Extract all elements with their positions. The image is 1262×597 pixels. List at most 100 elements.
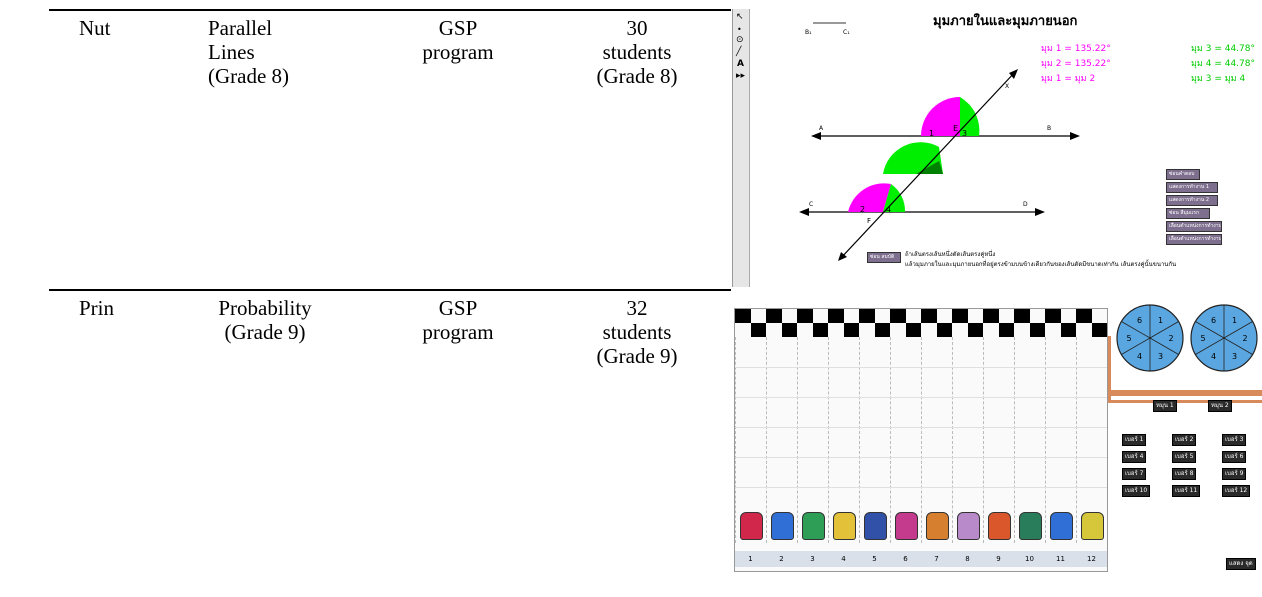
spinner-number: 4 <box>1211 352 1216 361</box>
finish-line-square <box>1091 323 1107 337</box>
race-car-icon[interactable] <box>833 512 856 540</box>
lane-number: 10 <box>1014 551 1045 567</box>
point-label-c: C <box>809 201 814 208</box>
horse-number-button[interactable]: เบอร์ 2 <box>1172 434 1197 446</box>
finish-line-square <box>1060 323 1076 337</box>
horse-number-button[interactable]: เบอร์ 7 <box>1122 468 1147 480</box>
track-line <box>735 397 1107 398</box>
finish-line-square <box>1029 323 1045 337</box>
spinner-2[interactable]: 123 456 <box>1190 304 1258 372</box>
tool-cell: GSP program <box>422 296 494 344</box>
track-line <box>735 367 1107 368</box>
angle-wedge-f-left <box>848 183 891 212</box>
show-points-button[interactable]: แสดง จุด <box>1226 558 1256 570</box>
spinner-number: 6 <box>1211 316 1216 325</box>
finish-line-square <box>781 323 797 337</box>
race-car-icon[interactable] <box>895 512 918 540</box>
finish-line-square <box>936 323 952 337</box>
lane-number: 7 <box>921 551 952 567</box>
finish-line-square <box>998 323 1014 337</box>
move-step-2-button[interactable]: เลื่อนตำแหน่งการทำงาน 2 <box>1166 234 1222 245</box>
line-tool-icon[interactable]: ╱ <box>736 47 742 57</box>
horse-number-button[interactable]: เบอร์ 12 <box>1222 485 1251 497</box>
lane-divider <box>952 337 953 543</box>
horse-number-button[interactable]: เบอร์ 9 <box>1222 468 1247 480</box>
spin-1-button[interactable]: หมุน 1 <box>1153 400 1177 412</box>
finish-line-square <box>905 323 921 337</box>
horse-number-button[interactable]: เบอร์ 8 <box>1172 468 1197 480</box>
finish-line-square <box>812 323 828 337</box>
lane-divider <box>890 337 891 543</box>
lane-number: 5 <box>859 551 890 567</box>
angle-measures-right: มุม 3 = 44.78° มุม 4 = 44.78° มุม 3 = มุ… <box>1191 44 1255 84</box>
move-step-1-button[interactable]: เลื่อนตำแหน่งการทำงาน 1 <box>1166 221 1222 232</box>
race-car-icon[interactable] <box>864 512 887 540</box>
track-line <box>735 487 1107 488</box>
lane-divider <box>797 337 798 543</box>
finish-line-square <box>1076 309 1092 323</box>
angle-wedge-e-left <box>921 97 960 136</box>
gsp-parallel-lines-screenshot: ↖ • ⊙ ╱ A ▸▸ <box>732 9 1262 287</box>
spinner-number: 3 <box>1232 352 1237 361</box>
text-tool-icon[interactable]: A <box>737 59 744 69</box>
horse-number-button[interactable]: เบอร์ 5 <box>1172 451 1197 463</box>
transversal-arrow-top <box>1009 69 1018 79</box>
lane-divider <box>1076 337 1077 543</box>
teacher-cell: Nut <box>79 16 111 40</box>
hide-property-button[interactable]: ซ่อน สมบัติ <box>867 252 901 263</box>
gsp-sketch-title: มุมภายในและมุมภายนอก <box>933 14 1078 29</box>
horse-number-button[interactable]: เบอร์ 4 <box>1122 451 1147 463</box>
lane-number: 1 <box>735 551 766 567</box>
line-cd-arrow-left <box>799 208 809 216</box>
race-car-icon[interactable] <box>957 512 980 540</box>
spinner-number: 1 <box>1158 316 1163 325</box>
segment-label-c1: C₁ <box>843 29 850 36</box>
spinner-1[interactable]: 123 456 <box>1116 304 1184 372</box>
horse-number-button[interactable]: เบอร์ 6 <box>1222 451 1247 463</box>
lane-divider <box>921 337 922 543</box>
custom-tool-icon[interactable]: ▸▸ <box>736 71 746 81</box>
show-step-2-button[interactable]: แสดงการทำงาน 2 <box>1166 195 1218 206</box>
horse-number-button[interactable]: เบอร์ 1 <box>1122 434 1147 446</box>
point-tool-icon[interactable]: • <box>737 25 742 34</box>
compass-tool-icon[interactable]: ⊙ <box>736 35 744 45</box>
angle-measures-left: มุม 1 = 135.22° มุม 2 = 135.22° มุม 1 = … <box>1041 44 1111 84</box>
angle-number-4: 4 <box>886 205 892 214</box>
track-line <box>735 427 1107 428</box>
point-label-e: E <box>953 124 959 133</box>
race-car-icon[interactable] <box>1081 512 1104 540</box>
horse-number-button[interactable]: เบอร์ 11 <box>1172 485 1201 497</box>
horse-number-button[interactable]: เบอร์ 10 <box>1122 485 1151 497</box>
spinner-number: 6 <box>1137 316 1142 325</box>
race-board-fence-bar <box>1108 390 1262 396</box>
hide-first-angle-color-button[interactable]: ซ่อน สีมุมแรก <box>1166 208 1210 219</box>
finish-line-square <box>750 323 766 337</box>
race-car-icon[interactable] <box>771 512 794 540</box>
race-car-icon[interactable] <box>1050 512 1073 540</box>
spinner-number: 4 <box>1137 352 1142 361</box>
show-step-1-button[interactable]: แสดงการทำงาน 1 <box>1166 182 1218 193</box>
lane-divider <box>735 337 736 543</box>
spin-2-button[interactable]: หมุน 2 <box>1208 400 1232 412</box>
finish-line-square <box>843 323 859 337</box>
race-car-icon[interactable] <box>926 512 949 540</box>
finish-line-square <box>859 309 875 323</box>
point-label-f: F <box>867 217 872 225</box>
pointer-tool-icon[interactable]: ↖ <box>736 12 744 22</box>
row-1-top-rule <box>49 9 731 11</box>
point-label-d: D <box>1023 201 1028 208</box>
finish-line-square <box>874 323 890 337</box>
finish-line-square <box>921 309 937 323</box>
race-car-icon[interactable] <box>988 512 1011 540</box>
race-car-icon[interactable] <box>1019 512 1042 540</box>
race-car-icon[interactable] <box>802 512 825 540</box>
transversal-arrow-bottom <box>838 252 847 261</box>
horse-number-button[interactable]: เบอร์ 3 <box>1222 434 1247 446</box>
hide-answer-button[interactable]: ซ่อนคำตอบ <box>1166 169 1200 180</box>
lane-number: 8 <box>952 551 983 567</box>
line-ab-arrow-left <box>811 132 821 140</box>
race-car-icon[interactable] <box>740 512 763 540</box>
participants-cell: 32 students (Grade 9) <box>596 296 678 368</box>
